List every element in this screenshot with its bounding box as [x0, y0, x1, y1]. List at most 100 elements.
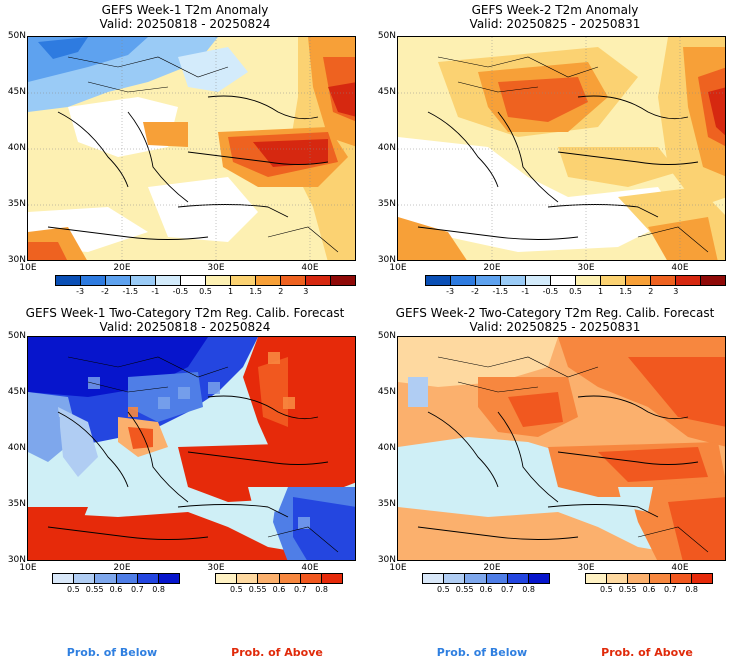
colorbar-swatch — [576, 276, 601, 285]
panel-2-lat-35: 35N — [377, 199, 396, 209]
panel-1-lon-20: 20E — [113, 263, 131, 273]
panel-4-valid: Valid: 20250825 - 20250831 — [469, 320, 641, 334]
panel-1-map — [27, 36, 356, 261]
colorbar-swatch — [626, 276, 651, 285]
colorbar-tick-label: -2 — [101, 287, 110, 296]
panel-3-lat-50: 50N — [7, 331, 26, 341]
colorbar-swatch — [116, 574, 138, 583]
panel-3-lat-45: 45N — [7, 387, 26, 397]
panel-4-above-colorbar — [585, 573, 713, 584]
colorbar-tick-label: 0.7 — [500, 585, 514, 594]
colorbar-swatch — [426, 276, 451, 285]
panel-1-lat-50: 50N — [7, 31, 26, 41]
colorbar-tick-label: -2 — [471, 287, 480, 296]
panel-3-above-colorbar — [215, 573, 343, 584]
panel-1-title: GEFS Week-1 T2m Anomaly — [101, 3, 269, 17]
colorbar-swatch — [501, 276, 526, 285]
colorbar-swatch — [676, 276, 701, 285]
colorbar-swatch — [95, 574, 117, 583]
colorbar-tick-label: 1.5 — [249, 287, 263, 296]
prob-above-label-left: Prob. of Above — [231, 646, 323, 659]
panel-3-lat-40: 40N — [7, 443, 26, 453]
colorbar-swatch — [476, 276, 501, 285]
colorbar-swatch — [216, 574, 238, 583]
panel-4-lat-50: 50N — [377, 331, 396, 341]
colorbar-swatch — [649, 574, 671, 583]
colorbar-swatch — [331, 276, 355, 285]
colorbar-swatch — [81, 276, 106, 285]
colorbar-swatch — [465, 574, 487, 583]
colorbar-swatch — [158, 574, 180, 583]
panel-4-lat-30: 30N — [377, 555, 396, 565]
prob-below-label-right: Prob. of Below — [436, 646, 528, 659]
panel-2-lat-45: 45N — [377, 87, 396, 97]
colorbar-tick-label: 0.5 — [436, 585, 450, 594]
colorbar-swatch — [526, 276, 551, 285]
colorbar-tick-label: 3 — [673, 287, 679, 296]
colorbar-tick-label: 1.5 — [619, 287, 633, 296]
colorbar-tick-label: 0.55 — [618, 585, 637, 594]
panel-4-lon-10: 10E — [389, 563, 407, 573]
panel-4-map — [397, 336, 726, 561]
colorbar-swatch — [670, 574, 692, 583]
panel-3-lon-20: 20E — [113, 563, 131, 573]
colorbar-swatch — [281, 276, 306, 285]
colorbar-swatch — [507, 574, 529, 583]
colorbar-swatch — [56, 276, 81, 285]
colorbar-swatch — [206, 276, 231, 285]
colorbar-swatch — [156, 276, 181, 285]
panel-1-lon-30: 30E — [207, 263, 225, 273]
colorbar-swatch — [106, 276, 131, 285]
panel-2-lat-30: 30N — [377, 255, 396, 265]
panel-2-title: GEFS Week-2 T2m Anomaly — [471, 3, 639, 17]
panel-3-lat-35: 35N — [7, 499, 26, 509]
colorbar-tick-label: -3 — [76, 287, 85, 296]
panel-4-below-colorbar — [422, 573, 550, 584]
prob-below-label-left: Prob. of Below — [66, 646, 158, 659]
panel-1-lat-30: 30N — [7, 255, 26, 265]
panel-3-map — [27, 336, 356, 561]
colorbar-tick-label: 0.8 — [152, 585, 166, 594]
panel-4-lon-40: 40E — [671, 563, 689, 573]
colorbar-tick-label: 0.55 — [85, 585, 104, 594]
panel-1-lon-10: 10E — [19, 263, 37, 273]
panel-1-lat-40: 40N — [7, 143, 26, 153]
colorbar-tick-label: 0.8 — [522, 585, 536, 594]
colorbar-swatch — [628, 574, 650, 583]
colorbar-swatch — [231, 276, 256, 285]
colorbar-tick-label: 0.55 — [248, 585, 267, 594]
colorbar-swatch — [691, 574, 713, 583]
colorbar-tick-label: 0.6 — [272, 585, 286, 594]
panel-3-lon-40: 40E — [301, 563, 319, 573]
colorbar-swatch — [321, 574, 343, 583]
colorbar-swatch — [53, 574, 75, 583]
colorbar-tick-label: -1.5 — [492, 287, 509, 296]
colorbar-tick-label: -1 — [521, 287, 530, 296]
colorbar-swatch — [256, 276, 281, 285]
panel-2-lon-40: 40E — [671, 263, 689, 273]
colorbar-swatch — [423, 574, 445, 583]
colorbar-swatch — [237, 574, 259, 583]
colorbar-tick-label: 0.6 — [109, 585, 123, 594]
colorbar-swatch — [586, 574, 608, 583]
panel-3-valid: Valid: 20250818 - 20250824 — [99, 320, 271, 334]
colorbar-swatch — [74, 574, 96, 583]
colorbar-tick-label: 0.8 — [315, 585, 329, 594]
panel-3-lon-10: 10E — [19, 563, 37, 573]
colorbar-tick-label: 0.55 — [455, 585, 474, 594]
panel-2-colorbar — [425, 275, 726, 286]
colorbar-swatch — [607, 574, 629, 583]
colorbar-tick-label: 0.8 — [685, 585, 699, 594]
panel-4-lat-35: 35N — [377, 499, 396, 509]
colorbar-tick-label: -1.5 — [122, 287, 139, 296]
colorbar-swatch — [601, 276, 626, 285]
colorbar-tick-label: 0.6 — [642, 585, 656, 594]
panel-3-title: GEFS Week-1 Two-Category T2m Reg. Calib.… — [25, 306, 345, 320]
colorbar-swatch — [451, 276, 476, 285]
panel-2-lat-40: 40N — [377, 143, 396, 153]
colorbar-tick-label: 2 — [648, 287, 654, 296]
panel-3-lon-30: 30E — [207, 563, 225, 573]
colorbar-tick-label: 0.5 — [199, 287, 212, 296]
colorbar-swatch — [181, 276, 206, 285]
panel-2-lon-30: 30E — [577, 263, 595, 273]
